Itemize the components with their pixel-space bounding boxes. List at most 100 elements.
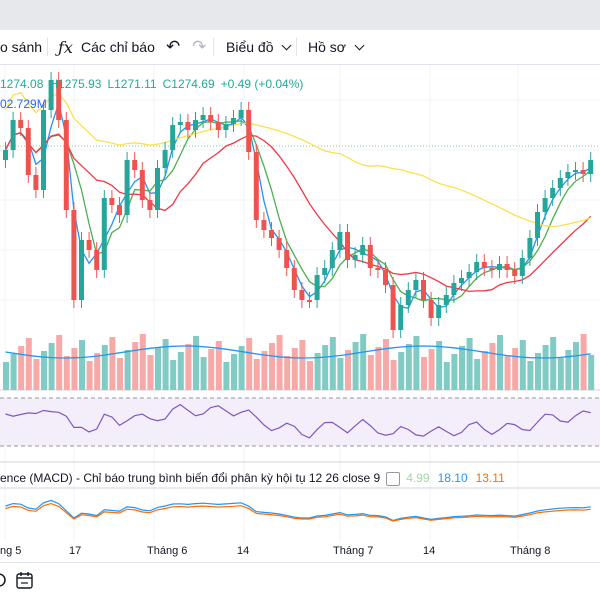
time-axis[interactable]: ng 5 17 Tháng 6 14 Tháng 7 14 Tháng 8 (0, 540, 600, 562)
volume-bar (535, 353, 541, 390)
macd-value: 18.10 (437, 471, 468, 485)
volume-bar (497, 335, 503, 390)
volume-bar (413, 336, 420, 390)
candle-body (413, 280, 419, 290)
profile-menu-button[interactable]: Hồ sơ (308, 30, 365, 64)
window-top-strip (0, 0, 600, 31)
volume-bar (360, 334, 367, 390)
candle-body (307, 300, 312, 302)
undo-button[interactable]: ↶ (166, 30, 180, 64)
volume-bar (155, 347, 161, 390)
candle-body (428, 300, 434, 318)
chevron-down-icon (354, 40, 365, 50)
candle-body (253, 152, 259, 220)
volume-bar (329, 337, 336, 390)
volume-bar (147, 355, 154, 390)
volume-bar (405, 344, 412, 390)
volume-bar (261, 351, 268, 390)
volume-bar (56, 335, 63, 390)
volume-bar (489, 343, 496, 390)
candle-body (185, 122, 191, 130)
candle-body (367, 245, 373, 268)
chart-grid (0, 65, 600, 540)
candle-body (474, 262, 480, 272)
volume-bar (63, 356, 70, 390)
volume-bar (124, 350, 131, 390)
volume-value: 02.729M (0, 97, 47, 111)
price-chart[interactable] (0, 65, 600, 565)
candle-body (436, 305, 442, 318)
candle-body (314, 275, 320, 300)
candle-body (18, 120, 24, 128)
volume-bar (573, 342, 579, 390)
macd-indicator (0, 487, 600, 522)
chart-toolbar: o sánh ƒx Các chỉ báo ↶ ↷ Biểu đồ Hồ sơ (0, 30, 600, 65)
candle-body (329, 250, 335, 268)
candle-body (284, 250, 290, 268)
zoom-icon[interactable] (0, 573, 6, 587)
volume-bar (25, 338, 32, 390)
candle-body (573, 170, 578, 172)
volume-bar (200, 357, 207, 390)
candle-body (565, 172, 571, 178)
volume-bar (580, 334, 587, 390)
candle-body (177, 122, 183, 125)
volume-bar (276, 335, 283, 390)
ma-yellow-line (4, 91, 591, 228)
candle-body (390, 285, 396, 330)
indicators-button[interactable]: ƒx Các chỉ báo (58, 30, 155, 64)
volume-bars (3, 334, 595, 390)
profile-menu-label: Hồ sơ (308, 39, 346, 55)
time-axis-label: ng 5 (0, 545, 22, 557)
ma-red-line (4, 131, 592, 293)
candle-body (557, 178, 563, 188)
volume-bar (253, 359, 260, 390)
compare-label: o sánh (0, 39, 43, 55)
candle-body (79, 240, 84, 300)
bottom-bar (0, 562, 600, 601)
volume-bar (291, 348, 298, 390)
volume-bar (3, 362, 9, 390)
rsi-band (0, 398, 600, 446)
volume-bar (375, 347, 382, 390)
fx-icon: ƒx (58, 37, 73, 57)
volume-bar (367, 355, 374, 390)
volume-bar (459, 346, 465, 390)
time-axis-label: 14 (423, 545, 436, 557)
candle-body (360, 245, 366, 255)
candle-body (86, 240, 92, 250)
volume-bar (527, 361, 534, 390)
candle-body (459, 278, 464, 283)
chart-menu-button[interactable]: Biểu đồ (226, 30, 292, 64)
candle-body (489, 268, 495, 270)
candle-body (10, 120, 16, 150)
candle-body (48, 80, 54, 110)
candle-body (109, 198, 115, 205)
compare-button[interactable]: o sánh (0, 30, 42, 64)
calendar-goto-icon[interactable] (16, 572, 33, 589)
candle-body (504, 264, 510, 270)
ma-fast-line (4, 100, 592, 310)
candle-body (345, 232, 350, 260)
time-axis-label: Tháng 7 (333, 545, 374, 557)
candle-body (269, 230, 274, 238)
candle-body (519, 258, 525, 276)
volume-bar (177, 352, 184, 390)
ohlc-close: C1274.69 (162, 77, 215, 91)
volume-bar (269, 343, 275, 390)
settings-toggle-icon[interactable] (386, 471, 401, 486)
redo-button[interactable]: ↷ (192, 30, 206, 64)
candle-body (200, 115, 206, 120)
volume-bar (428, 349, 435, 390)
volume-bar (33, 359, 40, 390)
volume-bar (307, 361, 313, 390)
candle-body (299, 290, 305, 300)
volume-bar (421, 357, 427, 390)
volume-bar (18, 346, 25, 390)
candle-body (132, 160, 138, 170)
candle-body (101, 198, 107, 270)
candle-body (41, 110, 46, 190)
candle-body (94, 250, 100, 270)
volume-bar (48, 343, 55, 390)
volume-bar (185, 344, 192, 390)
